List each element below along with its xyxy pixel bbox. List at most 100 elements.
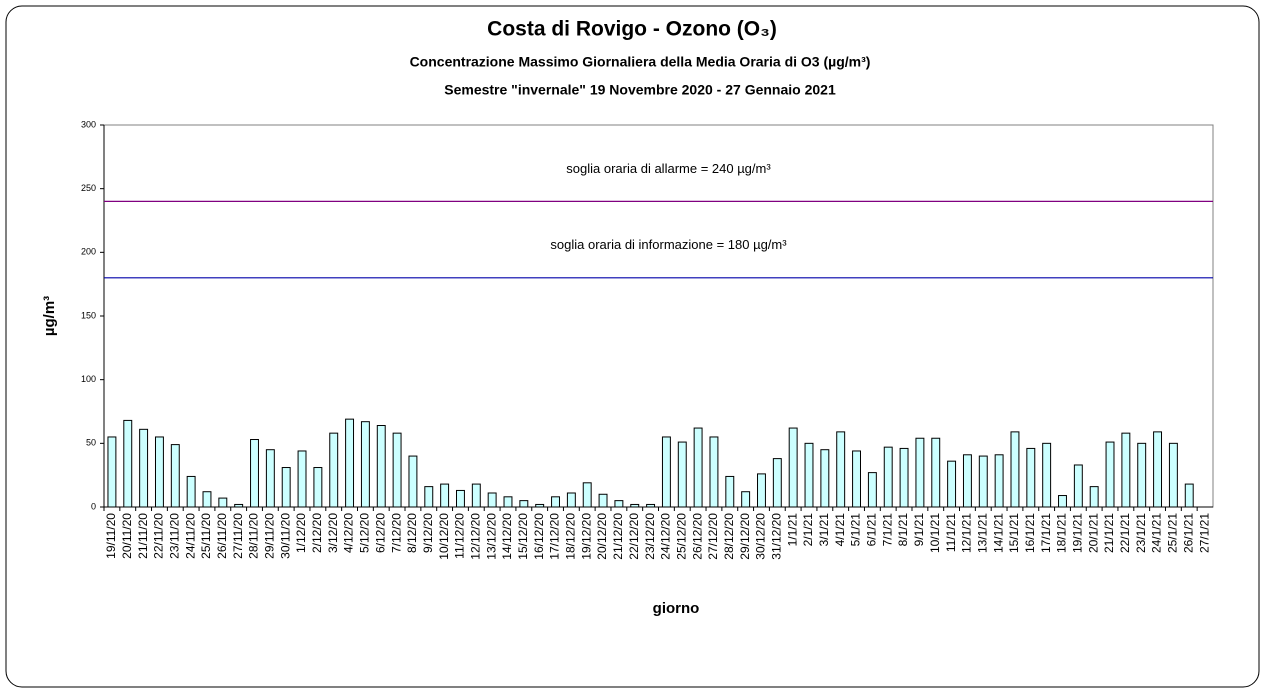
bar [440,483,450,508]
bar [836,431,846,508]
bar [899,447,909,508]
x-tick-label: 5/12/20 [358,513,372,553]
threshold-label: soglia oraria di allarme = 240 µg/m³ [566,161,771,176]
bar [107,436,117,508]
bar [471,483,481,508]
bar [757,473,766,508]
bar [962,454,972,508]
x-tick-label: 24/11/20 [183,513,197,559]
y-tick-label: 50 [86,438,96,448]
bar [598,493,608,508]
x-tick-label: 3/1/21 [817,513,831,547]
bar [139,428,149,508]
y-tick-label: 200 [81,247,96,257]
x-tick-label: 6/1/21 [865,513,879,547]
bar [1058,495,1067,508]
x-tick-label: 1/1/21 [785,513,799,547]
bar [1105,441,1115,508]
bar [1168,442,1178,508]
x-tick-label: 16/12/20 [532,513,546,560]
bar [424,486,434,508]
bar [566,492,576,508]
x-tick-label: 26/11/20 [215,513,229,559]
bar [456,489,465,508]
x-tick-label: 24/12/20 [659,513,673,560]
bar [820,449,830,508]
bar [709,436,719,508]
x-tick-label: 23/11/20 [167,513,181,559]
x-tick-label: 20/12/20 [595,513,609,560]
bar [693,427,703,508]
x-tick-label: 30/11/20 [278,513,292,559]
bar [994,454,1004,508]
frame [5,5,1260,688]
x-tick-label: 16/1/21 [1023,513,1037,553]
x-tick-label: 15/1/21 [1007,513,1021,553]
bar [281,467,291,508]
bar [852,450,861,508]
bar [978,455,988,508]
bar [1137,442,1147,508]
x-tick-label: 29/11/20 [263,513,277,559]
x-tick-label: 9/12/20 [421,513,435,553]
bar [202,491,212,508]
bar [392,432,402,508]
subtitle: Concentrazione Massimo Giornaliera della… [410,54,871,70]
x-tick-label: 9/1/21 [912,513,926,547]
x-tick-label: 18/12/20 [564,513,578,560]
x-tick-label: 25/11/20 [199,513,213,559]
x-tick-label: 10/1/21 [928,513,942,553]
x-tick-label: 25/1/21 [1166,513,1180,553]
y-tick-label: 300 [81,119,96,129]
x-tick-label: 28/11/20 [247,513,261,559]
bar [1042,442,1052,508]
bar [186,475,196,508]
x-tick-label: 26/12/20 [690,513,704,560]
bar [170,444,180,508]
x-tick-label: 23/1/21 [1134,513,1148,553]
subtitle: Semestre "invernale" 19 Novembre 2020 - … [444,82,836,98]
x-tick-label: 24/1/21 [1150,513,1164,553]
x-tick-label: 26/1/21 [1181,513,1195,553]
x-tick-label: 27/11/20 [231,513,245,559]
bar [360,421,370,508]
bar [297,450,307,508]
x-tick-label: 21/1/21 [1102,513,1116,553]
bar [915,437,925,508]
bar [582,482,592,508]
x-tick-label: 13/12/20 [484,513,498,560]
bar [788,427,798,508]
bar [535,503,545,508]
bar [1184,483,1194,508]
bar [725,475,735,508]
bar [313,467,323,508]
x-tick-label: 30/12/20 [754,513,768,560]
x-tick-label: 12/12/20 [468,513,482,560]
bar [408,455,418,508]
bar [630,503,640,508]
bar [234,503,244,508]
x-tick-label: 21/11/20 [136,513,150,559]
bar [1153,431,1163,508]
x-tick-label: 21/12/20 [611,513,625,560]
x-tick-label: 8/12/20 [405,513,419,553]
x-tick-label: 7/12/20 [389,513,403,553]
x-tick-label: 7/1/21 [880,513,894,547]
y-tick-label: 250 [81,183,96,193]
bar [265,449,275,508]
bar [123,419,133,508]
x-tick-label: 19/1/21 [1071,513,1085,553]
x-tick-label: 14/12/20 [500,513,514,560]
bar [661,436,671,508]
bar [1010,431,1020,508]
x-tick-label: 2/1/21 [801,513,815,547]
x-tick-label: 2/12/20 [310,513,324,553]
bar [1026,447,1036,508]
chart-title: Costa di Rovigo - Ozono (O₃) [487,18,777,41]
x-tick-label: 14/1/21 [991,513,1005,553]
x-axis-label: giorno [653,600,700,617]
x-tick-label: 25/12/20 [674,513,688,560]
x-tick-label: 12/1/21 [960,513,974,553]
x-tick-label: 15/12/20 [516,513,530,560]
